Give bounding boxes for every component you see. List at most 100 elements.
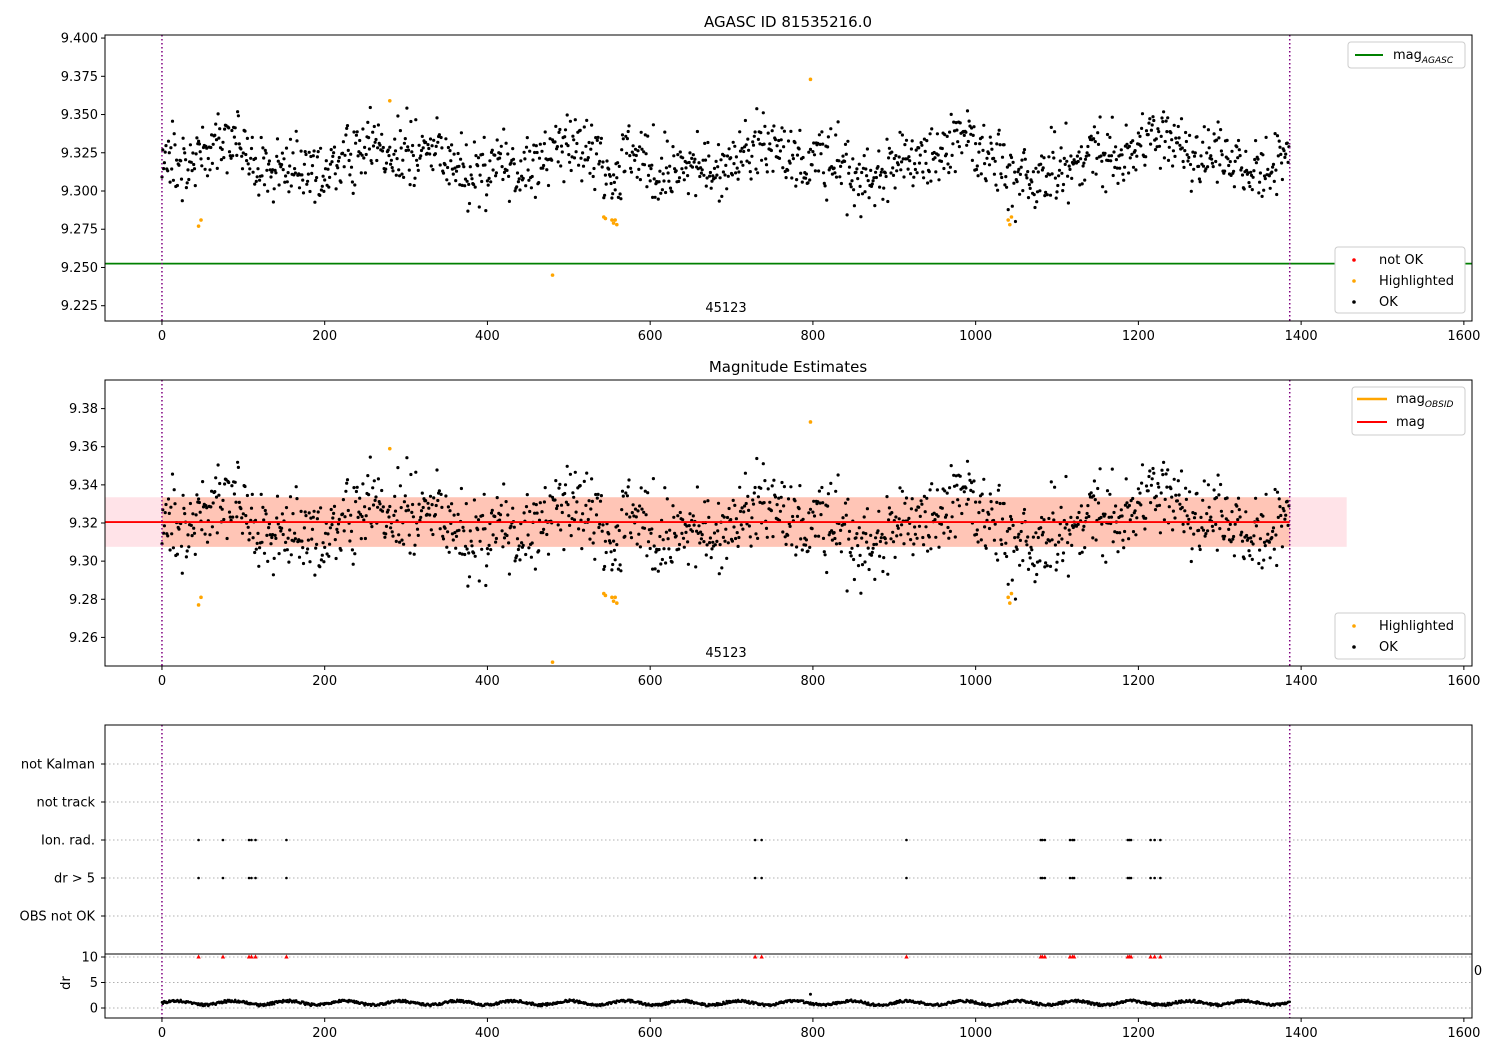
ok-point	[1248, 554, 1252, 558]
ok-point	[346, 508, 350, 513]
ok-point	[712, 531, 717, 535]
ok-point	[359, 537, 363, 541]
ok-point	[1224, 517, 1228, 521]
ok-point	[765, 535, 769, 539]
ok-point	[200, 528, 204, 532]
ok-point	[172, 132, 176, 136]
ok-point	[832, 166, 836, 170]
ok-point	[528, 149, 532, 153]
ok-point	[705, 543, 709, 547]
ok-point	[1111, 540, 1115, 544]
ok-point	[993, 522, 997, 526]
ok-point	[421, 146, 425, 150]
flag-point	[1041, 838, 1044, 842]
ok-point	[1018, 192, 1022, 196]
y-tick-label: 9.32	[69, 517, 98, 532]
ok-point	[581, 151, 585, 155]
dr-flag-marker	[220, 954, 226, 959]
ok-point	[372, 124, 376, 129]
ok-point	[709, 556, 713, 560]
ok-point	[841, 154, 845, 158]
ok-point	[357, 510, 361, 514]
dr-flag-marker	[1042, 954, 1048, 959]
ok-point	[1181, 159, 1185, 164]
ok-point	[810, 163, 814, 167]
flag-point	[1072, 838, 1076, 842]
ok-point	[1149, 142, 1153, 146]
ok-point	[1214, 496, 1219, 500]
ok-point	[1000, 542, 1004, 547]
ok-point	[1068, 167, 1072, 171]
ok-point	[996, 188, 1000, 192]
ok-point	[187, 177, 191, 182]
ok-point	[996, 488, 1001, 492]
ok-point	[1223, 169, 1227, 173]
ok-point	[364, 152, 368, 157]
ok-point	[1189, 559, 1193, 564]
ok-point	[1262, 558, 1266, 562]
ok-point	[520, 174, 524, 178]
ok-point	[795, 545, 799, 549]
ok-point	[786, 139, 791, 143]
flag-point	[247, 876, 251, 880]
agasc-magnitude-panel: AGASC ID 81535216.0 0 200 400 600 800 1000 120…	[61, 13, 1481, 344]
ok-point	[626, 485, 630, 489]
ok-point	[807, 511, 811, 515]
ok-point	[1060, 537, 1064, 541]
ok-point	[1019, 529, 1023, 534]
ok-point	[1072, 158, 1076, 162]
highlighted-point	[1009, 591, 1014, 596]
ok-point	[1188, 162, 1193, 167]
ok-point	[734, 536, 738, 541]
ok-point	[1179, 469, 1184, 473]
ok-point	[215, 166, 219, 170]
ok-point	[1270, 536, 1274, 540]
ok-point	[493, 514, 497, 519]
ok-point	[1257, 561, 1261, 566]
ok-point	[968, 478, 972, 482]
ok-point	[969, 132, 973, 136]
flag-point	[1153, 876, 1156, 880]
ok-point	[563, 135, 567, 139]
ok-point	[1075, 154, 1079, 158]
ok-point	[426, 143, 430, 147]
ok-point	[804, 176, 808, 180]
ok-point	[1121, 538, 1125, 542]
ok-point	[472, 182, 476, 187]
ok-point	[284, 174, 288, 178]
ok-point	[1123, 529, 1127, 534]
ok-point	[1249, 540, 1254, 544]
ok-point	[585, 118, 589, 122]
ok-point	[674, 534, 678, 538]
ok-point	[1143, 163, 1147, 167]
ok-point	[289, 553, 293, 557]
ok-point	[684, 166, 688, 170]
ok-point	[293, 531, 297, 535]
ok-point	[1130, 513, 1134, 518]
ok-point	[800, 180, 804, 184]
ok-point	[1067, 528, 1071, 532]
ok-point	[1081, 528, 1085, 532]
ok-point	[725, 556, 729, 561]
ok-point	[559, 164, 563, 168]
ok-point	[891, 173, 896, 177]
ok-point	[535, 511, 539, 515]
ok-point	[903, 501, 907, 505]
ok-point	[983, 162, 987, 166]
ok-point	[826, 135, 831, 139]
ok-point	[371, 144, 376, 148]
ok-point	[352, 486, 356, 490]
ok-point	[1203, 534, 1207, 538]
ok-point	[283, 180, 287, 184]
ok-point	[262, 518, 266, 522]
ok-point	[664, 190, 668, 195]
ok-point	[790, 543, 794, 547]
ok-point	[604, 550, 608, 555]
ok-point	[943, 489, 947, 493]
ok-point	[275, 494, 280, 498]
ok-point	[866, 546, 870, 550]
ok-point	[257, 564, 261, 568]
legend-ok-2: OK	[1379, 640, 1398, 655]
ok-point	[686, 192, 691, 196]
ok-point	[393, 137, 397, 141]
